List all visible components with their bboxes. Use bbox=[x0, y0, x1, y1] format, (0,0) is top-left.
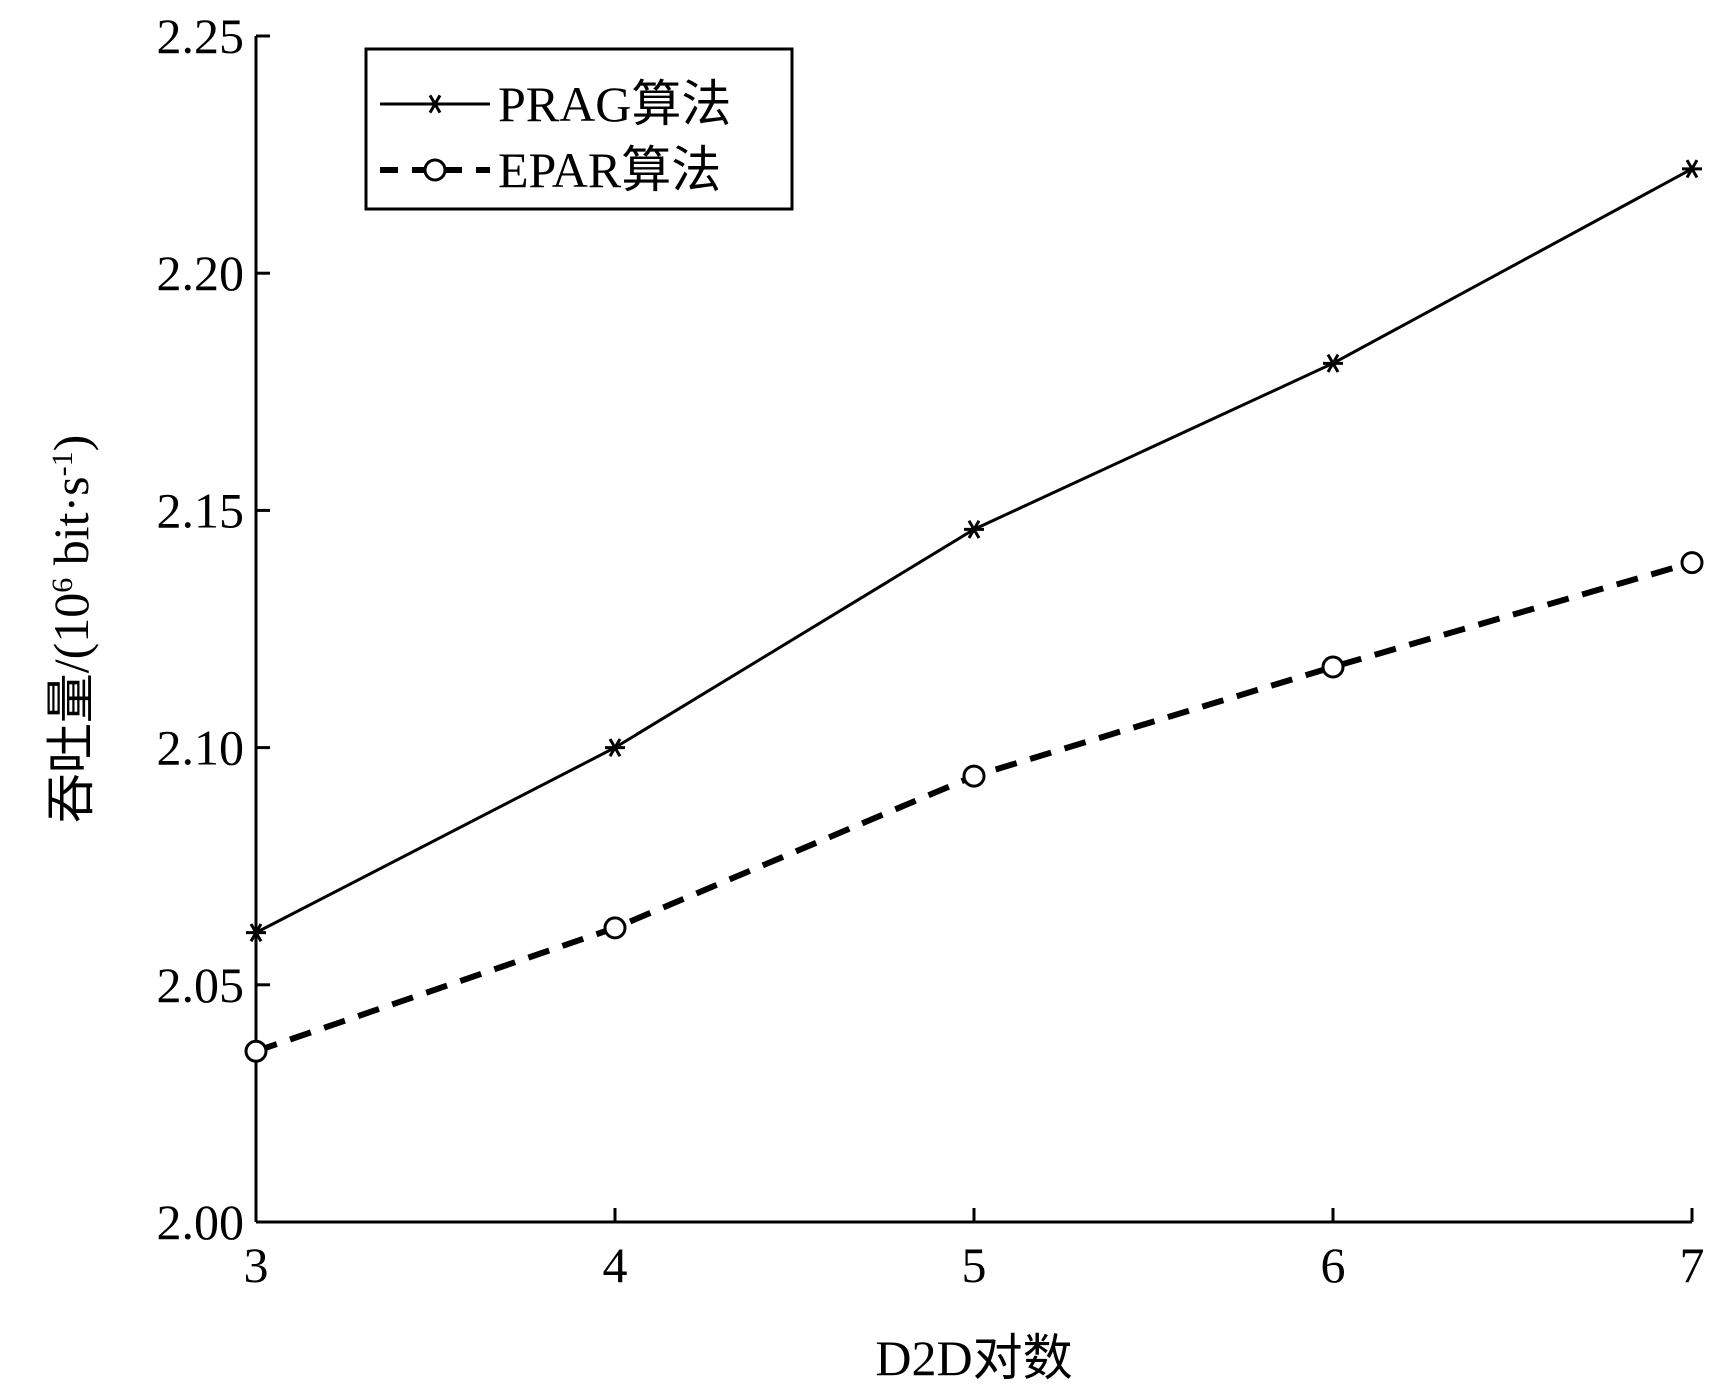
marker bbox=[964, 519, 984, 539]
legend-label: PRAG算法 bbox=[498, 76, 731, 132]
y-tick-label: 2.20 bbox=[157, 245, 245, 301]
x-tick-label: 6 bbox=[1321, 1237, 1346, 1293]
y-axis-label-part: 吞吐量/(10 bbox=[43, 593, 99, 824]
y-tick-label: 2.05 bbox=[157, 957, 245, 1013]
y-axis-label-part: -1 bbox=[46, 451, 79, 476]
legend-box bbox=[364, 47, 794, 211]
marker bbox=[246, 923, 266, 943]
legend-marker bbox=[423, 158, 447, 182]
marker bbox=[1323, 353, 1343, 373]
marker bbox=[603, 916, 627, 940]
y-axis-label-part: ) bbox=[43, 435, 99, 452]
legend-marker bbox=[425, 94, 445, 114]
marker-stroke bbox=[1326, 353, 1340, 373]
y-axis-label-part: bit·s bbox=[43, 476, 99, 577]
marker bbox=[962, 764, 986, 788]
series-line bbox=[255, 559, 1693, 1055]
x-axis-label: D2D对数 bbox=[875, 1330, 1072, 1386]
marker bbox=[1682, 159, 1702, 179]
y-tick-label: 2.25 bbox=[157, 8, 245, 64]
marker bbox=[1321, 655, 1345, 679]
y-tick-label: 2.00 bbox=[157, 1194, 245, 1250]
y-axis-label-part: 6 bbox=[46, 578, 79, 593]
y-tick-label: 2.10 bbox=[157, 720, 245, 776]
marker-stroke bbox=[967, 519, 981, 539]
series-line bbox=[255, 167, 1693, 934]
x-tick-label: 4 bbox=[603, 1237, 628, 1293]
marker-stroke bbox=[1685, 159, 1699, 179]
marker-stroke bbox=[428, 94, 442, 114]
x-tick-label: 5 bbox=[962, 1237, 987, 1293]
x-tick-label: 7 bbox=[1680, 1237, 1705, 1293]
y-tick-label: 2.15 bbox=[157, 482, 245, 538]
marker-stroke bbox=[249, 923, 263, 943]
legend-label: EPAR算法 bbox=[498, 142, 721, 198]
x-tick-label: 3 bbox=[244, 1237, 269, 1293]
marker-stroke bbox=[608, 738, 622, 758]
marker bbox=[1680, 551, 1704, 575]
marker bbox=[244, 1039, 268, 1063]
y-axis-label: 吞吐量/(106 bit·s-1) bbox=[43, 435, 99, 824]
marker bbox=[605, 738, 625, 758]
